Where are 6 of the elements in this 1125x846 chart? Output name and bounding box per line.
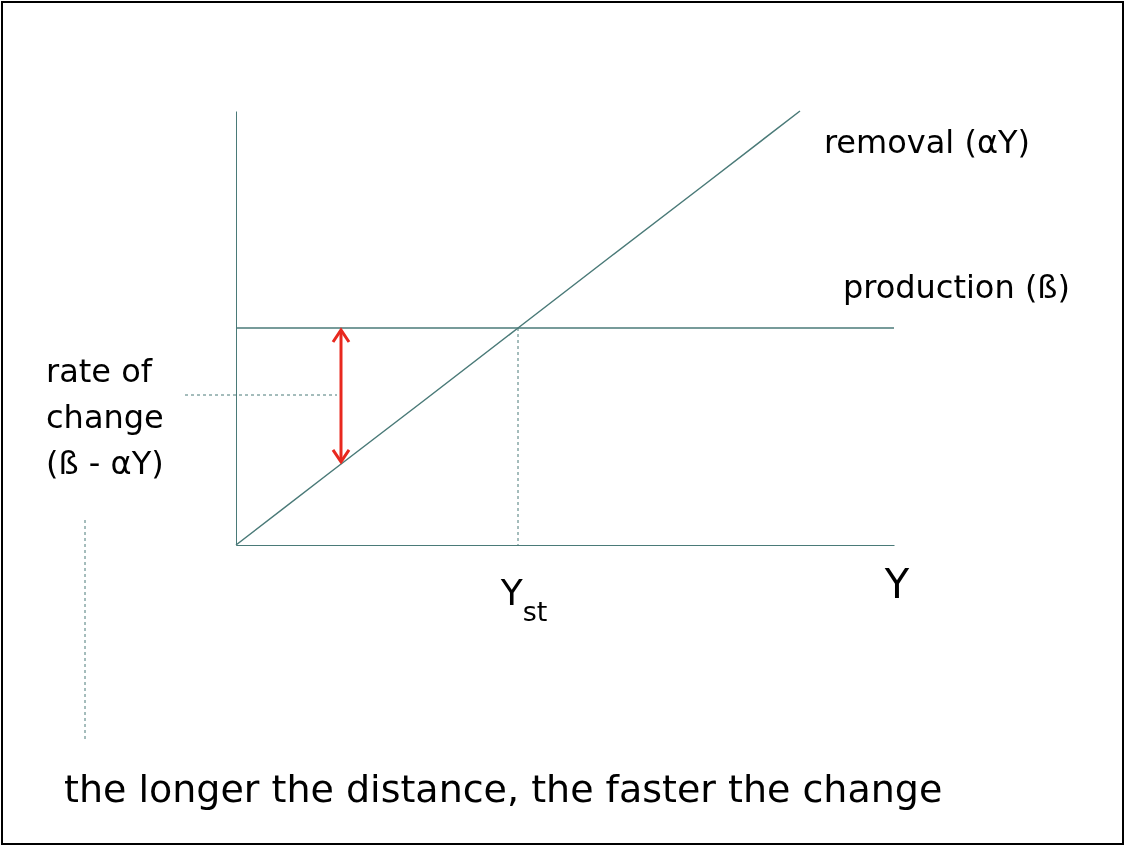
text: Y$_{st}$ <box>499 572 548 627</box>
x-axis-title: Y <box>883 561 910 607</box>
text: the longer the distance, the faster the change <box>64 767 943 811</box>
text: rate of change (ß - αY) <box>46 352 164 482</box>
series-label: removal (αY) <box>823 123 1030 161</box>
series-label: production (ß) <box>842 268 1070 306</box>
